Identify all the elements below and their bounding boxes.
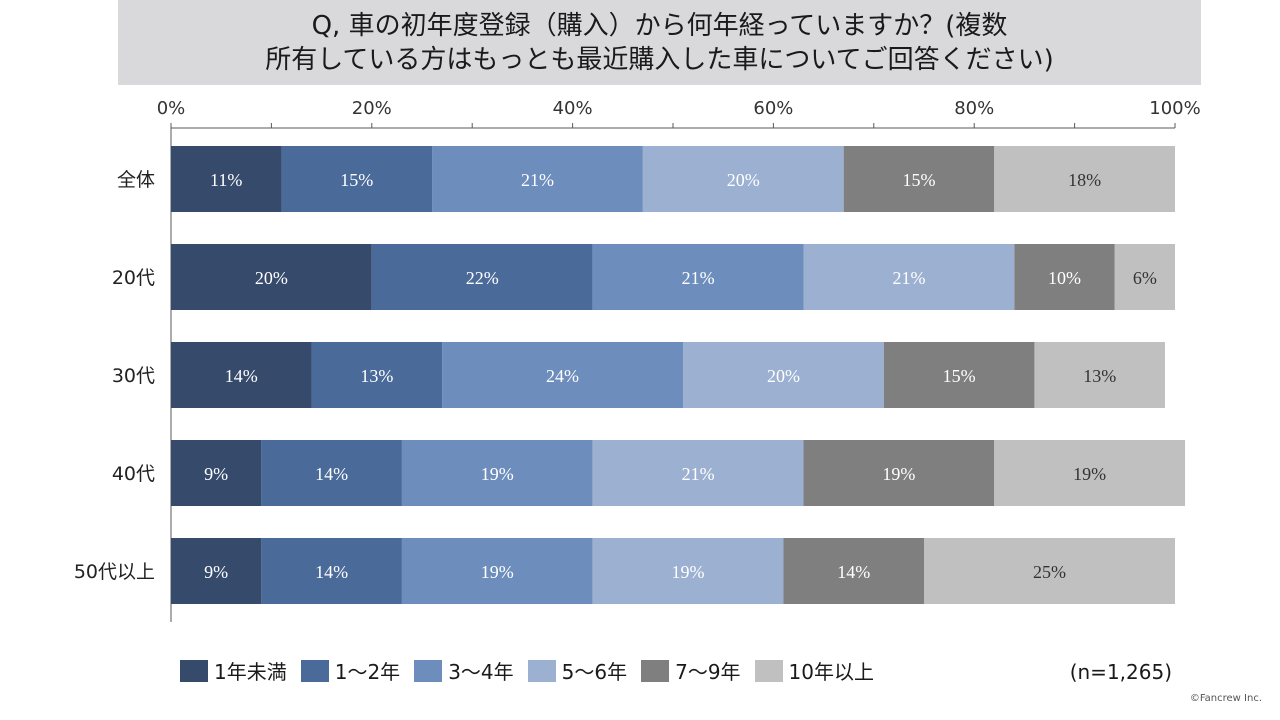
data-label: 20% xyxy=(767,366,800,386)
category-label: 全体 xyxy=(117,169,155,191)
x-tick-label: 60% xyxy=(753,98,793,119)
legend-label: 1年未満 xyxy=(214,660,287,684)
legend-item: 7～9年 xyxy=(641,656,741,685)
category-label: 50代以上 xyxy=(74,561,155,583)
bar-segment xyxy=(401,538,593,604)
bar-segment xyxy=(592,440,804,506)
data-label: 14% xyxy=(225,366,258,386)
legend-item: 10年以上 xyxy=(754,656,874,685)
category-label: 20代 xyxy=(112,267,155,289)
legend-swatch xyxy=(754,659,783,682)
data-label: 19% xyxy=(672,562,705,582)
legend-label: 1～2年 xyxy=(334,660,401,684)
data-label: 15% xyxy=(943,366,976,386)
chart-title-line-2: 所有している方はもっとも最近購入した車についてご回答ください) xyxy=(265,44,1054,75)
bar-segment xyxy=(371,244,593,310)
x-tick-label: 80% xyxy=(954,98,994,119)
data-label: 21% xyxy=(892,268,925,288)
chart-title-line-1: Q, 車の初年度登録（購入）から何年経っていますか？(複数 xyxy=(311,10,1008,41)
category-label: 40代 xyxy=(112,463,155,485)
data-label: 24% xyxy=(546,366,579,386)
legend-label: 5～6年 xyxy=(561,660,628,684)
x-tick-label: 0% xyxy=(157,98,186,119)
bar-segment xyxy=(592,538,784,604)
sample-size-label: (n=1,265) xyxy=(1069,660,1172,684)
legend-swatch xyxy=(414,659,443,682)
data-label: 15% xyxy=(340,170,373,190)
chart-title-box: Q, 車の初年度登録（購入）から何年経っていますか？(複数 所有している方はもっ… xyxy=(118,0,1201,85)
data-label: 9% xyxy=(204,562,228,582)
bar-segment xyxy=(642,146,844,212)
bar-segment xyxy=(171,440,262,506)
bar-segment xyxy=(261,440,402,506)
data-label: 25% xyxy=(1033,562,1066,582)
data-label: 6% xyxy=(1133,268,1157,288)
bar-segment xyxy=(1114,244,1175,310)
data-label: 21% xyxy=(521,170,554,190)
data-label: 14% xyxy=(315,464,348,484)
data-label: 19% xyxy=(882,464,915,484)
x-tick-label: 20% xyxy=(352,98,392,119)
category-label: 30代 xyxy=(112,365,155,387)
legend-item: 1～2年 xyxy=(300,656,401,685)
bar-segment xyxy=(843,146,995,212)
data-label: 13% xyxy=(1083,366,1116,386)
data-label: 15% xyxy=(902,170,935,190)
bar-segment xyxy=(683,342,884,408)
bar-segment xyxy=(261,538,402,604)
bar-segment xyxy=(432,146,643,212)
bar-segment xyxy=(924,538,1175,604)
data-label: 20% xyxy=(255,268,288,288)
bar-segment xyxy=(803,440,995,506)
legend-item: 3～4年 xyxy=(414,656,514,685)
bar-segment xyxy=(401,440,593,506)
bar-segment xyxy=(1014,244,1115,310)
legend-label: 7～9年 xyxy=(675,660,741,684)
bar-segment xyxy=(592,244,804,310)
data-label: 21% xyxy=(682,268,715,288)
data-label: 19% xyxy=(481,562,514,582)
chart-legend: 1年未満 1～2年 3～4年 5～6年 7～9年 10年以上 xyxy=(180,656,888,685)
bar-segment xyxy=(883,342,1035,408)
bar-segment xyxy=(803,244,1015,310)
data-label: 14% xyxy=(315,562,348,582)
legend-label: 3～4年 xyxy=(448,660,514,684)
legend-label: 10年以上 xyxy=(788,660,874,684)
bar-segment xyxy=(1034,342,1165,408)
legend-swatch xyxy=(300,659,329,682)
bar-segment xyxy=(783,538,924,604)
legend-swatch xyxy=(527,659,556,682)
data-label: 18% xyxy=(1068,170,1101,190)
bar-segment xyxy=(171,146,282,212)
legend-swatch xyxy=(180,659,208,682)
data-label: 14% xyxy=(837,562,870,582)
bar-segment xyxy=(994,146,1175,212)
data-label: 20% xyxy=(727,170,760,190)
data-label: 19% xyxy=(1073,464,1106,484)
x-tick-label: 40% xyxy=(553,98,593,119)
copyright-text: ©Fancrew Inc. xyxy=(1189,693,1262,704)
data-label: 13% xyxy=(360,366,393,386)
legend-swatch xyxy=(641,659,670,682)
data-label: 21% xyxy=(682,464,715,484)
data-label: 11% xyxy=(210,170,242,190)
legend-item: 1年未満 xyxy=(180,656,287,685)
data-label: 19% xyxy=(481,464,514,484)
legend-item: 5～6年 xyxy=(527,656,628,685)
bar-segment xyxy=(311,342,443,408)
bar-segment xyxy=(171,538,262,604)
bar-segment xyxy=(281,146,433,212)
data-label: 22% xyxy=(466,268,499,288)
bar-segment xyxy=(171,342,312,408)
x-tick-label: 100% xyxy=(1149,98,1200,119)
stacked-bar-chart: 0% 20% 40% 60% 80% 100% 全体 11% 15% 21% 20% 15% 18% 20… xyxy=(74,98,1201,622)
data-label: 10% xyxy=(1048,268,1081,288)
bar-segment xyxy=(994,440,1186,506)
bar-segment xyxy=(442,342,684,408)
data-label: 9% xyxy=(204,464,228,484)
bar-segment xyxy=(171,244,372,310)
